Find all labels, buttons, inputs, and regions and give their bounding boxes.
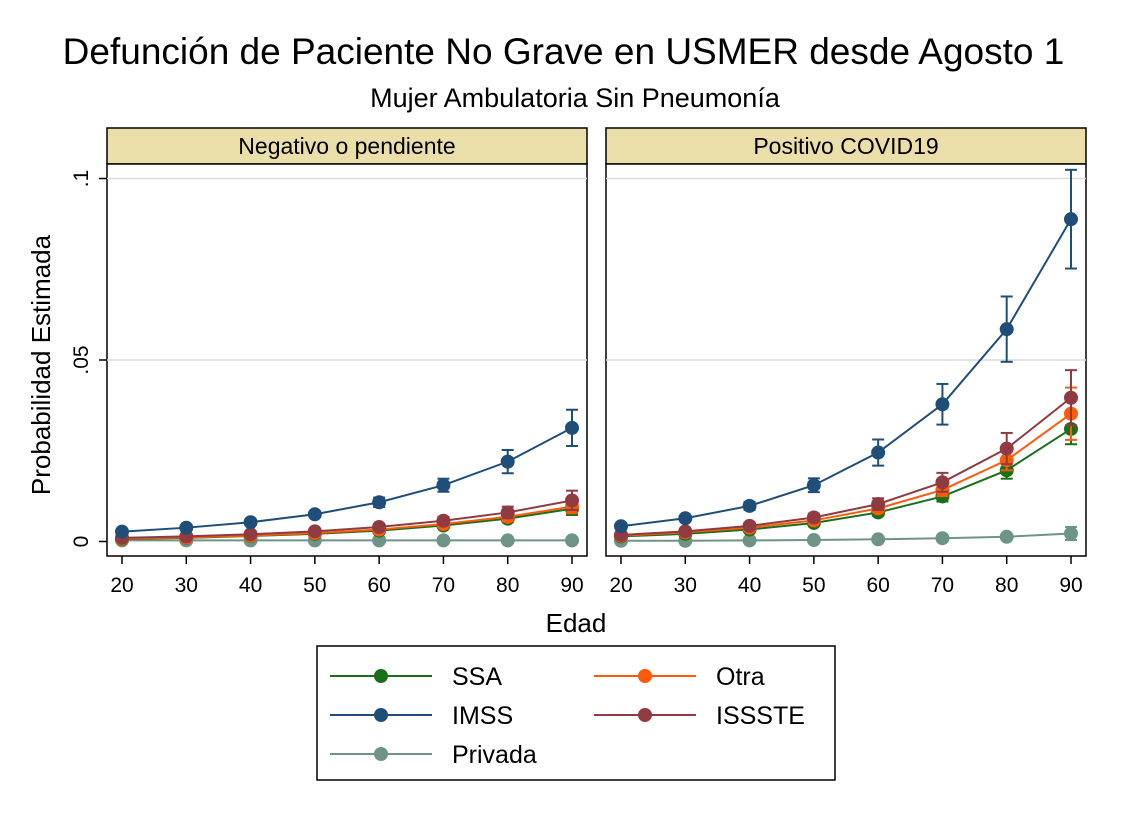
x-tick-label: 70 (432, 574, 455, 597)
legend-label: SSA (452, 663, 502, 691)
data-point (1000, 322, 1014, 336)
y-axis-title: Probabilidad Estimada (26, 234, 56, 495)
data-point (436, 514, 450, 528)
x-tick-label: 90 (1059, 574, 1082, 597)
data-point (935, 531, 949, 545)
data-point (436, 478, 450, 492)
data-point (1064, 391, 1078, 405)
x-tick-label: 60 (866, 574, 889, 597)
data-point (436, 533, 450, 547)
data-point (871, 532, 885, 546)
legend-label: IMSS (452, 702, 513, 730)
x-tick-label: 80 (995, 574, 1018, 597)
data-point (614, 519, 628, 533)
x-tick-label: 50 (802, 574, 825, 597)
data-point (871, 446, 885, 460)
x-tick-label: 30 (674, 574, 697, 597)
data-point (807, 511, 821, 525)
data-point (115, 525, 129, 539)
panel-positivo-covid19: Positivo COVID19 20 30 40 50 60 70 80 90 (606, 128, 1086, 597)
data-point (678, 511, 692, 525)
x-tick-label: 40 (738, 574, 761, 597)
data-point (935, 397, 949, 411)
data-point (501, 533, 515, 547)
data-point (1064, 212, 1078, 226)
data-point (1000, 442, 1014, 456)
data-point (244, 515, 258, 529)
legend: SSA Otra IMSS ISSSTE Privada (317, 646, 835, 780)
legend-marker (638, 669, 652, 683)
data-point (743, 519, 757, 533)
x-tick-label: 20 (609, 574, 632, 597)
panel-negativo-o-pendiente: Negativo o pendiente 20 30 40 50 60 70 80 90 (107, 128, 587, 597)
x-tick-label: 60 (367, 574, 390, 597)
legend-label: Otra (716, 663, 765, 691)
data-point (179, 521, 193, 535)
legend-marker (374, 747, 388, 761)
data-point (244, 527, 258, 541)
panel-title: Positivo COVID19 (753, 133, 938, 159)
y-tick-label: .1 (70, 170, 93, 188)
x-tick-label: 20 (110, 574, 133, 597)
x-tick-label: 80 (496, 574, 519, 597)
legend-marker (374, 669, 388, 683)
x-tick-label: 30 (175, 574, 198, 597)
data-point (565, 493, 579, 507)
legend-label: ISSSTE (716, 702, 805, 730)
data-point (372, 495, 386, 509)
data-point (871, 497, 885, 511)
data-point (501, 455, 515, 469)
data-point (565, 421, 579, 435)
legend-marker (374, 708, 388, 722)
data-point (1064, 526, 1078, 540)
legend-label: Privada (452, 741, 537, 769)
legend-marker (638, 708, 652, 722)
data-point (678, 524, 692, 538)
y-tick-label: .05 (70, 345, 93, 374)
data-point (807, 533, 821, 547)
data-point (743, 499, 757, 513)
data-point (565, 533, 579, 547)
data-point (501, 505, 515, 519)
data-point (372, 520, 386, 534)
data-point (935, 475, 949, 489)
data-point (807, 478, 821, 492)
data-point (308, 507, 322, 521)
data-point (308, 524, 322, 538)
panel-title: Negativo o pendiente (238, 133, 455, 159)
data-point (1000, 530, 1014, 544)
x-tick-label: 50 (303, 574, 326, 597)
x-tick-label: 40 (239, 574, 262, 597)
x-axis-title: Edad (546, 608, 607, 638)
x-tick-label: 70 (931, 574, 954, 597)
x-tick-label: 90 (560, 574, 583, 597)
y-tick-label: 0 (70, 536, 93, 548)
